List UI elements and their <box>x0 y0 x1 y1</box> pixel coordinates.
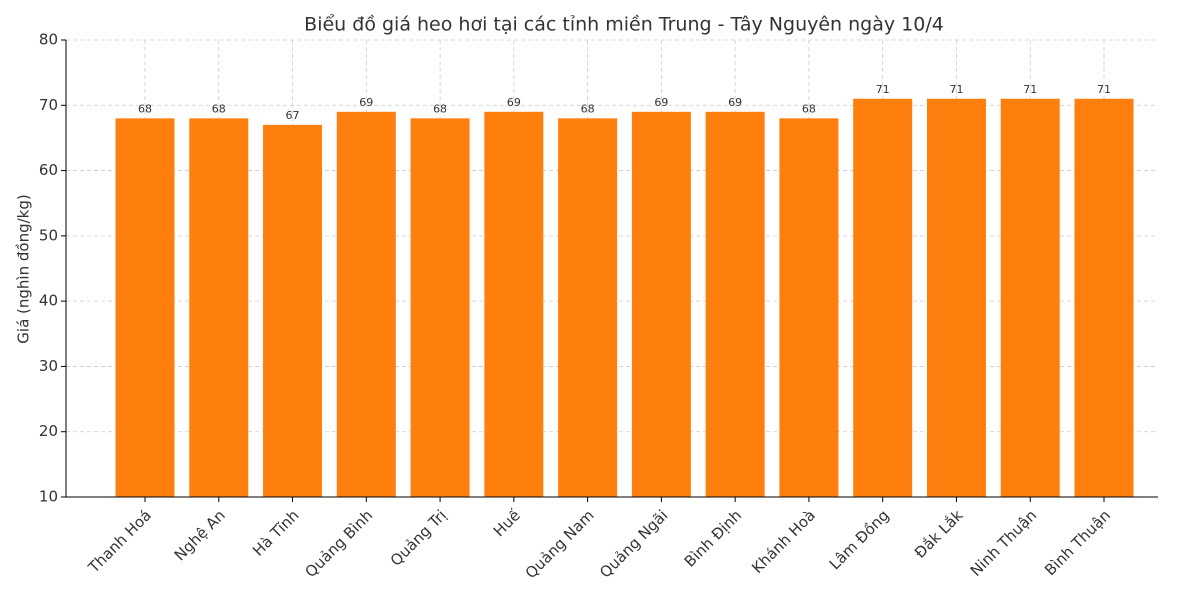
data-label: 68 <box>212 102 226 115</box>
x-tick-label: Ninh Thuận <box>967 506 1041 580</box>
x-tick-label: Quảng Trị <box>387 506 450 569</box>
x-tick-label: Bình Thuận <box>1041 506 1114 579</box>
x-tick-label: Quảng Bình <box>302 506 377 581</box>
data-label: 67 <box>286 109 300 122</box>
bar <box>779 118 839 497</box>
y-tick-label: 60 <box>39 161 58 179</box>
bar <box>115 118 175 497</box>
bar <box>558 118 618 497</box>
x-tick-label: Quảng Nam <box>522 506 598 582</box>
data-label: 69 <box>654 96 668 109</box>
y-tick-label: 50 <box>39 226 58 244</box>
data-label: 68 <box>802 102 816 115</box>
bar <box>926 98 986 497</box>
y-axis-label: Giá (nghìn đồng/kg) <box>15 194 33 343</box>
chart-title: Biểu đồ giá heo hơi tại các tỉnh miền Tr… <box>304 14 944 36</box>
y-tick-label: 80 <box>39 31 58 49</box>
data-label: 69 <box>728 96 742 109</box>
x-tick-label: Nghệ An <box>171 506 229 564</box>
data-label: 71 <box>876 83 890 96</box>
x-tick-label: Huế <box>490 506 524 540</box>
bar <box>336 111 396 498</box>
y-tick-label: 10 <box>39 488 58 506</box>
data-label: 68 <box>138 102 152 115</box>
x-tick-label: Đắk Lắk <box>911 506 967 562</box>
y-tick-label: 70 <box>39 96 58 114</box>
data-label: 69 <box>507 96 521 109</box>
x-tick-label: Hà Tĩnh <box>249 506 302 559</box>
data-label: 71 <box>949 83 963 96</box>
data-label: 71 <box>1023 83 1037 96</box>
bar <box>1074 98 1134 497</box>
bar <box>705 111 765 498</box>
data-label: 71 <box>1097 83 1111 96</box>
data-label: 69 <box>359 96 373 109</box>
x-tick-label: Khánh Hoà <box>748 506 819 577</box>
data-label: 68 <box>433 102 447 115</box>
bar <box>189 118 249 497</box>
y-tick-label: 30 <box>39 357 58 375</box>
y-tick-label: 40 <box>39 292 58 310</box>
x-tick-label: Quảng Ngãi <box>596 506 671 581</box>
y-tick-label: 20 <box>39 422 58 440</box>
bar <box>410 118 470 497</box>
bar <box>631 111 691 498</box>
x-tick-label: Bình Định <box>681 506 745 570</box>
x-tick-label: Lâm Đồng <box>826 506 893 573</box>
bar <box>263 124 323 497</box>
x-tick-label: Thanh Hoá <box>84 506 155 577</box>
bar <box>853 98 913 497</box>
data-label: 68 <box>581 102 595 115</box>
bar <box>484 111 544 498</box>
bar <box>1000 98 1060 497</box>
